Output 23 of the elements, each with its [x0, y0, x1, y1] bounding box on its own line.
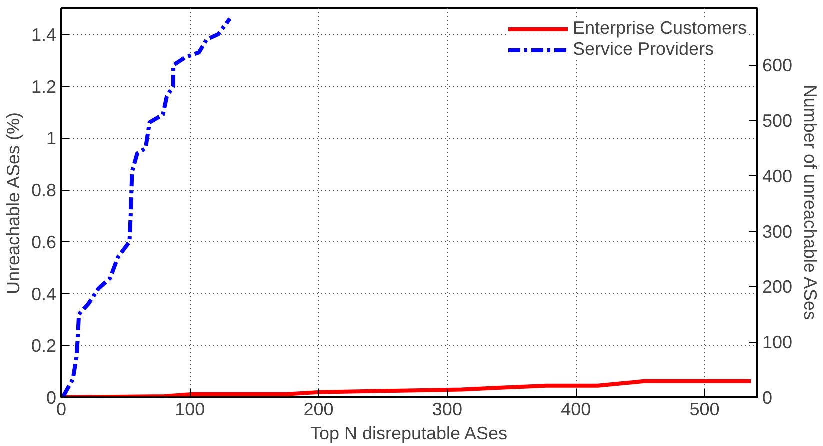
y-tick-label: 1.4: [31, 24, 57, 45]
x-tick-label: 300: [432, 400, 462, 420]
y2-tick-label: 500: [762, 110, 793, 131]
x-tick-label: 200: [304, 400, 334, 420]
y-axis-title: Unreachable ASes (%): [3, 112, 24, 295]
y2-tick-label: 400: [762, 166, 793, 186]
y2-tick-label: 300: [762, 222, 793, 242]
legend-label: Service Providers: [572, 39, 714, 60]
y-tick-label: 0.4: [31, 284, 57, 304]
y2-tick-label: 100: [762, 332, 793, 353]
legend-label: Enterprise Customers: [572, 18, 747, 39]
y-tick-label: 1.2: [31, 76, 57, 97]
x-tick-label: 100: [175, 400, 206, 420]
x-axis-title: Top N disreputable ASes: [310, 424, 508, 444]
y-tick-label: 0.8: [31, 180, 57, 201]
x-tick-label: 400: [561, 400, 592, 420]
y2-tick-label: 600: [762, 56, 793, 76]
y-tick-label: 0.6: [31, 232, 57, 252]
x-tick-label: 500: [690, 400, 720, 420]
y-tick-label: 1: [46, 128, 57, 149]
y-tick-label: 0.2: [31, 336, 57, 356]
y2-axis-title: Number of unreachable ASes: [800, 84, 821, 320]
y2-tick-label: 200: [762, 277, 793, 298]
